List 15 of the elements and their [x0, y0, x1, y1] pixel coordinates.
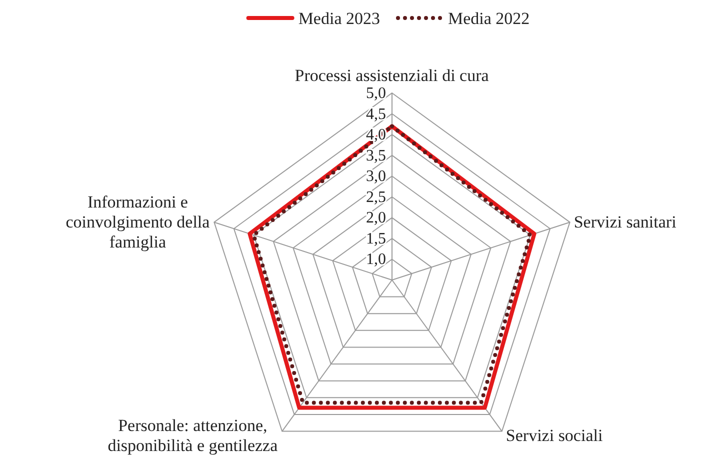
spoke-label: Servizi sociali — [506, 426, 603, 445]
legend-label: Media 2022 — [448, 9, 530, 28]
legend-label: Media 2023 — [298, 9, 380, 28]
y-tick-label: 4,5 — [366, 106, 386, 123]
y-tick-label: 2,5 — [366, 188, 386, 206]
spoke-label: Informazioni e coinvolgimento della famiglia — [66, 192, 210, 252]
y-tick-label: 2,0 — [366, 210, 386, 227]
y-tick-label: 3,0 — [366, 168, 386, 186]
y-tick-label: 3,5 — [366, 147, 386, 164]
y-tick-label: 1,0 — [366, 251, 386, 268]
y-tick-label: 1,5 — [366, 230, 386, 248]
spoke-label: Personale: attenzione, disponibilità e gentilezza — [108, 416, 278, 455]
y-tick-label: 5,0 — [366, 85, 386, 102]
spoke-label: Servizi sanitari — [574, 212, 677, 232]
spoke-label: Processi assistenziali di cura — [294, 66, 490, 85]
